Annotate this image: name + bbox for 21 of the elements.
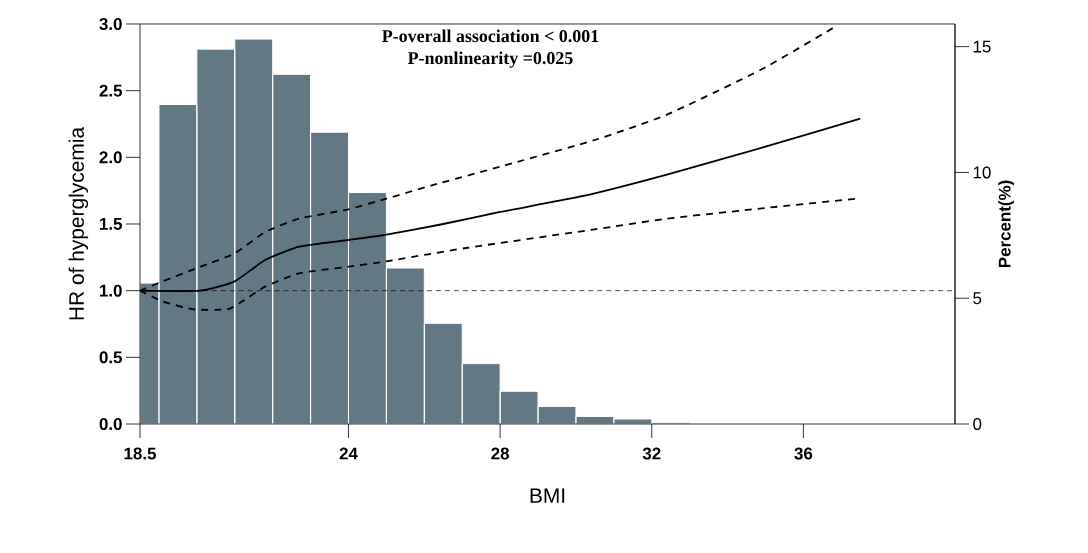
y-tick-label: 0.5 (99, 351, 123, 364)
x-tick-label: 24 (339, 447, 358, 460)
y-axis-title: HR of hyperglycemia (68, 126, 89, 320)
x-axis-title: BMI (530, 488, 565, 503)
y2-axis-title: Percent(%) (998, 180, 1014, 268)
x-tick-label: 28 (491, 447, 510, 460)
y2-tick-label: 10 (973, 166, 991, 179)
y-tick-label: 0.0 (99, 418, 122, 430)
y-tick-label: 2.5 (99, 84, 123, 97)
y-tick-label: 1.5 (100, 218, 123, 230)
x-tick-label: 32 (642, 447, 661, 460)
y2-tick-label: 0 (973, 418, 982, 430)
x-tick-label: 36 (794, 447, 813, 460)
annotation: P-overall association < 0.001 (382, 29, 599, 43)
y-tick-label: 2.0 (99, 151, 122, 164)
x-tick-label: 18.5 (124, 447, 157, 460)
y-tick-label: 3.0 (99, 17, 122, 30)
y-tick-label: 1.0 (100, 284, 122, 297)
y2-tick-label: 15 (973, 40, 991, 53)
annotation: P-nonlinearity =0.025 (407, 51, 573, 68)
y2-tick-label: 5 (973, 292, 982, 305)
